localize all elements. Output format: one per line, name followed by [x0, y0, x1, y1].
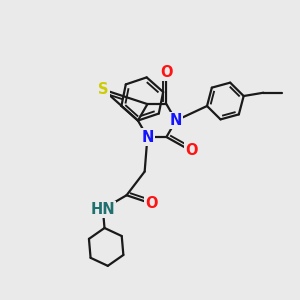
Text: N: N: [170, 113, 182, 128]
Text: O: O: [160, 65, 173, 80]
Text: HN: HN: [91, 202, 115, 217]
Text: N: N: [141, 130, 154, 145]
Text: O: O: [145, 196, 158, 211]
Text: S: S: [98, 82, 109, 97]
Text: O: O: [185, 143, 197, 158]
